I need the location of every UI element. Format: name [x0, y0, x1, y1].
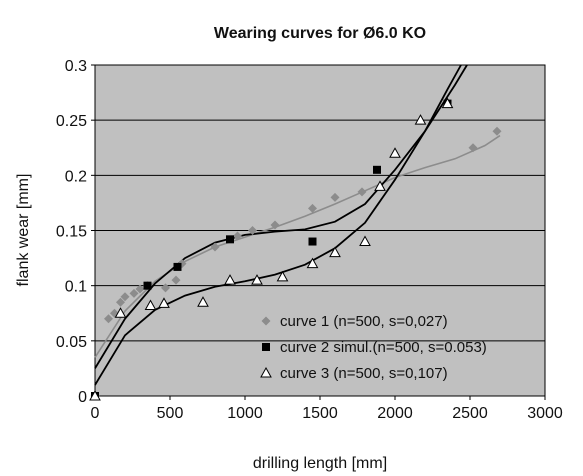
- data-point-curve-1: [116, 297, 125, 307]
- data-point-curve-3: [158, 297, 170, 308]
- x-tick-label: 500: [157, 405, 184, 422]
- y-tick-label: 0.2: [65, 168, 87, 185]
- data-point-curve-1: [270, 220, 280, 230]
- x-tick-label: 1000: [227, 405, 263, 422]
- x-tick-label: 2500: [452, 405, 488, 422]
- y-axis-label: flank wear [mm]: [15, 174, 32, 287]
- y-tick-label: 0: [78, 389, 87, 406]
- legend: curve 1 (n=500, s=0,027) curve 2 simul.(n…: [260, 313, 487, 382]
- data-point-curve-3: [276, 270, 289, 282]
- data-point-curve-3: [329, 246, 341, 258]
- data-point-curve-2: [373, 165, 381, 174]
- data-point-curve-2: [173, 262, 182, 271]
- data-point-curve-1: [357, 187, 367, 197]
- x-tick-label: 0: [91, 405, 100, 422]
- data-point-curve-1: [308, 203, 317, 213]
- data-point-curve-3: [89, 389, 101, 401]
- y-tick-label: 0.3: [65, 58, 87, 75]
- y-tick-label: 0.25: [56, 113, 87, 130]
- data-point-curve-3: [441, 97, 454, 109]
- x-axis-label: drilling length [mm]: [253, 455, 387, 472]
- legend-marker-curve-2: [262, 343, 270, 351]
- chart-title: Wearing curves for Ø6.0 KO: [214, 25, 426, 42]
- data-point-curve-1: [129, 288, 139, 298]
- x-tick-label: 3000: [527, 405, 563, 422]
- data-point-curve-2: [143, 281, 152, 290]
- data-point-curve-1: [468, 143, 478, 153]
- data-point-curve-3: [251, 274, 263, 285]
- data-point-curve-2: [226, 235, 234, 244]
- data-point-curve-1: [330, 192, 340, 202]
- x-tick-label: 1500: [302, 405, 338, 422]
- legend-label-curve-2: curve 2 simul.(n=500, s=0.053): [280, 339, 487, 356]
- data-point-curve-1: [492, 126, 502, 136]
- axis-ticks: 0 0.05 0.1 0.15 0.2 0.25 0.3 0 500 1000 1500 2000 25…: [56, 58, 563, 422]
- data-point-curve-3: [306, 257, 319, 269]
- data-point-curve-2: [308, 237, 317, 246]
- data-point-curve-3: [414, 114, 427, 125]
- legend-label-curve-1: curve 1 (n=500, s=0,027): [280, 313, 448, 330]
- legend-label-curve-3: curve 3 (n=500, s=0,107): [280, 365, 448, 382]
- data-point-curve-3: [144, 299, 157, 311]
- data-point-curve-3: [359, 235, 371, 247]
- data-point-curve-1: [120, 292, 130, 302]
- y-tick-label: 0.05: [56, 334, 87, 351]
- data-point-curve-3: [374, 180, 386, 191]
- data-points: [89, 97, 502, 401]
- data-point-curve-3: [197, 296, 209, 307]
- y-tick-label: 0.1: [65, 279, 87, 296]
- x-tick-label: 2000: [377, 405, 413, 422]
- data-point-curve-3: [114, 307, 127, 318]
- grid-lines: [95, 119, 545, 342]
- legend-marker-curve-1: [261, 316, 271, 326]
- data-point-curve-1: [210, 242, 220, 252]
- data-point-curve-1: [171, 275, 181, 285]
- data-point-curve-1: [135, 284, 145, 294]
- legend-marker-curve-3: [260, 366, 272, 378]
- y-tick-label: 0.15: [56, 224, 87, 241]
- data-point-curve-1: [161, 283, 170, 293]
- data-point-curve-3: [389, 147, 401, 158]
- data-point-curve-1: [104, 314, 113, 324]
- data-point-curve-3: [224, 274, 236, 285]
- data-point-curve-1: [233, 231, 242, 241]
- data-point-curve-1: [248, 226, 257, 235]
